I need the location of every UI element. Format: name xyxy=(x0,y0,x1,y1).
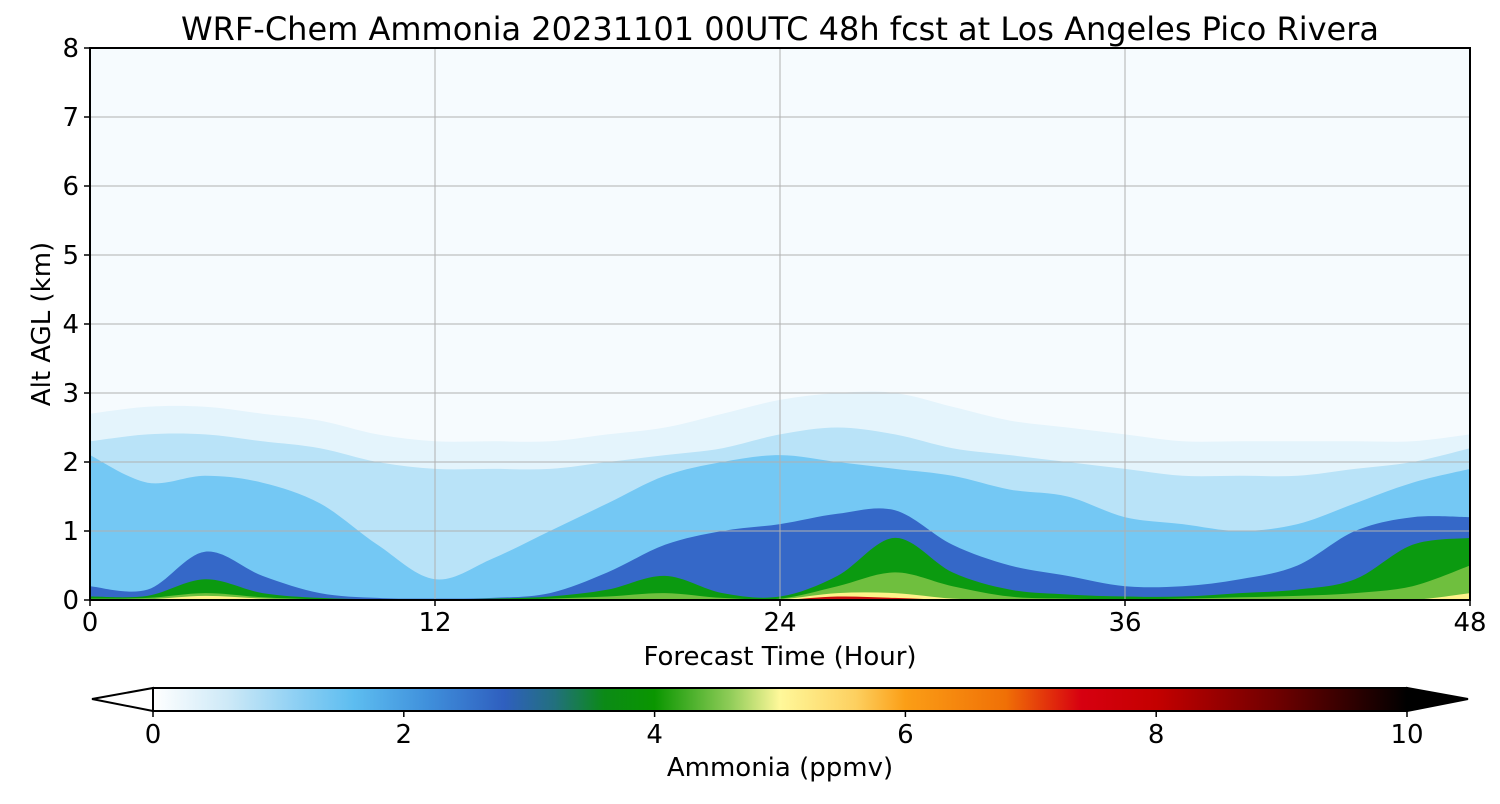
colorbar-tick-label: 2 xyxy=(396,720,413,750)
y-tick-label: 7 xyxy=(62,103,79,133)
plot-area xyxy=(89,47,1471,601)
y-axis-label: Alt AGL (km) xyxy=(27,242,57,406)
contour-level-4-0 xyxy=(90,537,1470,600)
y-tick-label: 8 xyxy=(62,34,79,64)
y-tick-label: 3 xyxy=(62,379,79,409)
y-tick-label: 0 xyxy=(62,586,79,616)
contour-level-5-0 xyxy=(90,565,1470,600)
colorbar-tick-label: 0 xyxy=(145,720,162,750)
x-tick-label: 36 xyxy=(1108,608,1141,638)
colorbar-ticks: 0 2 4 6 8 10 xyxy=(145,711,1424,750)
y-tick-label: 6 xyxy=(62,172,79,202)
x-tick-label: 48 xyxy=(1453,608,1486,638)
y-axis-ticks: 0 1 2 3 4 5 6 7 8 xyxy=(62,34,90,616)
colorbar-tick-label: 6 xyxy=(897,720,914,750)
x-tick-label: 24 xyxy=(763,608,796,638)
colorbar-label: Ammonia (ppmv) xyxy=(667,753,893,783)
colorbar-tick-label: 8 xyxy=(1148,720,1165,750)
y-tick-label: 1 xyxy=(62,517,79,547)
x-tick-label: 12 xyxy=(418,608,451,638)
colorbar-tick-label: 4 xyxy=(646,720,663,750)
x-axis-ticks: 0 12 24 36 48 xyxy=(82,600,1487,638)
x-axis-label: Forecast Time (Hour) xyxy=(643,642,916,672)
y-tick-label: 2 xyxy=(62,448,79,478)
chart-title: WRF-Chem Ammonia 20231101 00UTC 48h fcst… xyxy=(181,10,1379,48)
y-tick-label: 4 xyxy=(62,310,79,340)
colorbar-gradient xyxy=(152,687,1408,712)
y-tick-label: 5 xyxy=(62,241,79,271)
colorbar: 0 2 4 6 8 10 Ammonia (ppmv) xyxy=(91,686,1469,783)
colorbar-tick-label: 10 xyxy=(1390,720,1423,750)
colorbar-extend-high xyxy=(1406,686,1469,713)
colorbar-extend-low xyxy=(91,686,154,713)
x-tick-label: 0 xyxy=(82,608,99,638)
grid-lines xyxy=(90,48,1470,600)
